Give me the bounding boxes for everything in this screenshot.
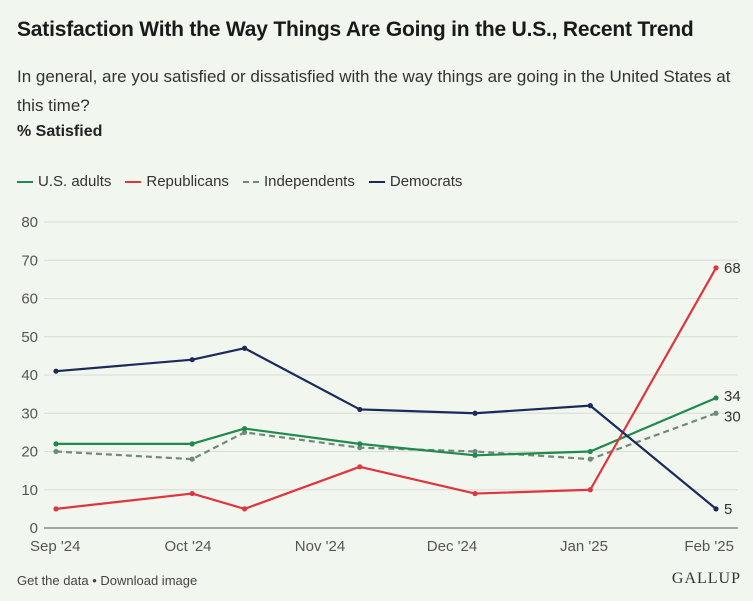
data-point-u-s-adults	[357, 441, 363, 447]
data-point-independents	[241, 429, 248, 435]
chart-title: Satisfaction With the Way Things Are Goi…	[17, 18, 694, 41]
footer-links: Get the data • Download image	[17, 573, 197, 588]
x-tick-label: Feb '25	[684, 538, 734, 555]
y-tick-label: 10	[21, 482, 38, 499]
data-point-democrats	[357, 406, 363, 413]
chart-subtitle: In general, are you satisfied or dissati…	[17, 67, 731, 115]
end-label-u-s-adults: 34	[724, 388, 741, 405]
end-label-democrats: 5	[724, 501, 732, 518]
legend-item-independents[interactable]: Independents	[242, 173, 355, 190]
y-tick-label: 40	[21, 367, 38, 384]
download-image-link[interactable]: Download image	[100, 573, 198, 588]
data-point-republicans	[357, 464, 363, 470]
legend-swatch-democrats	[368, 180, 385, 183]
data-point-republicans	[472, 490, 478, 497]
y-tick-label: 60	[21, 291, 38, 308]
series-line-democrats	[55, 347, 717, 510]
get-data-link[interactable]: Get the data	[17, 573, 89, 588]
series-line-independents	[55, 412, 717, 461]
x-tick-label: Jan '25	[560, 538, 608, 555]
legend-swatch-us-adults	[17, 180, 33, 183]
data-point-independents	[587, 456, 593, 462]
data-point-democrats	[472, 410, 478, 416]
legend-item-us-adults[interactable]: U.S. adults	[17, 173, 111, 190]
data-point-independents	[189, 456, 195, 462]
legend: U.S. adults Republicans Independents Dem…	[17, 173, 476, 190]
legend-swatch-republicans	[125, 180, 142, 183]
data-point-republicans	[189, 490, 195, 497]
legend-label-us-adults: U.S. adults	[38, 173, 112, 190]
data-point-u-s-adults	[713, 395, 719, 401]
y-tick-label: 70	[21, 252, 38, 269]
data-point-democrats	[53, 368, 59, 374]
x-tick-label: Sep '24	[30, 538, 80, 555]
data-point-democrats	[587, 403, 593, 409]
x-tick-label: Dec '24	[427, 538, 477, 555]
y-tick-label: 80	[21, 214, 38, 231]
legend-item-democrats[interactable]: Democrats	[368, 173, 463, 190]
legend-label-independents: Independents	[263, 173, 355, 190]
data-point-u-s-adults	[472, 452, 478, 458]
legend-label-republicans: Republicans	[146, 173, 229, 190]
data-point-republicans	[587, 487, 593, 493]
data-point-u-s-adults	[241, 425, 248, 432]
data-point-independents	[713, 410, 719, 416]
series-line-republicans	[55, 267, 717, 510]
legend-swatch-independents	[242, 180, 259, 183]
data-point-republicans	[53, 506, 59, 512]
data-point-democrats	[713, 506, 719, 512]
y-tick-label: 50	[21, 329, 38, 346]
measure-label: % Satisfied	[17, 123, 103, 140]
legend-label-democrats: Democrats	[389, 173, 463, 190]
y-tick-label: 20	[21, 444, 38, 461]
data-point-independents	[53, 448, 59, 455]
end-label-independents: 30	[724, 408, 741, 425]
data-point-republicans	[713, 265, 719, 271]
data-point-democrats	[241, 345, 248, 351]
gallup-logo: GALLUP	[671, 570, 741, 587]
footer-separator: •	[92, 573, 97, 588]
x-tick-label: Nov '24	[295, 538, 345, 555]
y-tick-label: 0	[30, 520, 38, 537]
data-point-independents	[357, 445, 363, 451]
data-point-u-s-adults	[53, 441, 59, 447]
data-point-independents	[472, 448, 478, 455]
end-label-republicans: 68	[724, 260, 741, 277]
data-point-u-s-adults	[587, 448, 593, 455]
x-tick-label: Oct '24	[164, 538, 211, 555]
y-tick-label: 30	[21, 405, 38, 422]
data-point-u-s-adults	[189, 441, 195, 447]
data-point-republicans	[241, 506, 248, 512]
data-point-democrats	[189, 357, 195, 363]
legend-item-republicans[interactable]: Republicans	[125, 173, 229, 190]
